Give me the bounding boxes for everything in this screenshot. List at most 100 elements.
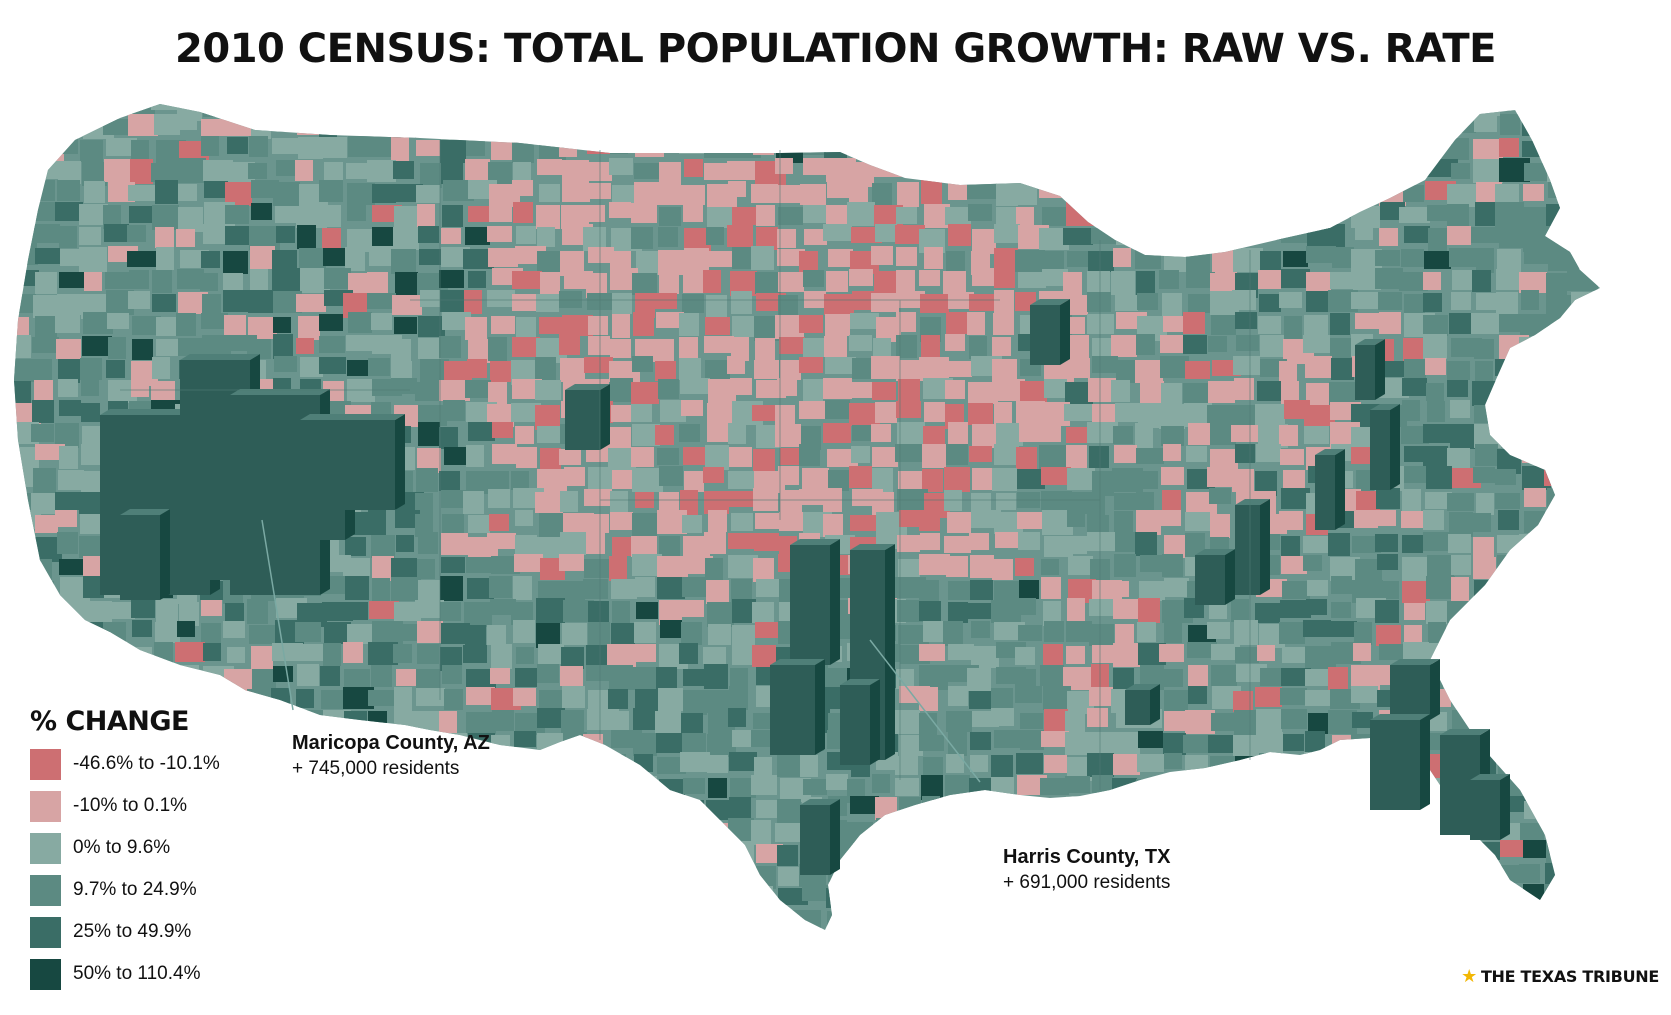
county-cell xyxy=(778,207,803,225)
county-cell xyxy=(1282,647,1311,663)
county-cell xyxy=(487,533,516,549)
county-cell xyxy=(107,602,135,619)
county-cell xyxy=(1185,863,1212,882)
county-cell xyxy=(272,268,302,292)
county-cell xyxy=(488,863,512,879)
county-cell xyxy=(1452,687,1471,704)
county-cell xyxy=(946,556,968,577)
county-cell xyxy=(1352,536,1381,553)
county-cell xyxy=(970,580,993,600)
county-cell xyxy=(875,797,897,820)
county-cell xyxy=(1375,534,1398,552)
county-cell xyxy=(1329,160,1354,180)
county-cell xyxy=(775,823,803,842)
county-cell xyxy=(897,845,924,870)
county-cell xyxy=(923,911,953,929)
county-cell xyxy=(996,104,1018,120)
county-cell xyxy=(704,336,734,353)
county-cell xyxy=(896,247,917,266)
county-cell xyxy=(1162,141,1193,166)
county-cell xyxy=(775,158,793,174)
county-cell xyxy=(1260,335,1284,357)
county-cell xyxy=(57,645,88,670)
county-cell xyxy=(1284,400,1310,419)
county-cell xyxy=(849,269,873,286)
county-cell xyxy=(1065,776,1090,793)
county-cell xyxy=(1136,141,1163,161)
county-cell xyxy=(440,290,464,312)
county-cell xyxy=(1570,158,1600,175)
county-cell xyxy=(179,690,208,706)
county-cell xyxy=(897,422,925,446)
county-cell xyxy=(14,642,30,664)
county-cell xyxy=(392,104,416,120)
county-cell xyxy=(970,755,988,772)
county-cell xyxy=(586,532,605,554)
county-cell xyxy=(751,184,778,203)
county-cell xyxy=(1113,203,1141,222)
county-cell xyxy=(924,822,949,840)
county-cell xyxy=(1111,335,1137,357)
county-cell xyxy=(707,602,734,627)
county-cell xyxy=(418,532,438,554)
county-cell xyxy=(944,911,964,930)
county-cell xyxy=(60,690,90,706)
county-cell xyxy=(1188,686,1207,704)
county-cell xyxy=(994,444,1019,465)
county-cell xyxy=(1234,620,1258,645)
county-cell xyxy=(1572,864,1596,885)
county-cell xyxy=(1164,930,1191,946)
county-cell xyxy=(223,104,252,118)
county-cell xyxy=(201,623,221,645)
county-cell xyxy=(201,600,222,616)
county-cell xyxy=(416,669,440,692)
county-cell xyxy=(1378,292,1402,310)
county-cell xyxy=(1570,317,1595,340)
county-cell xyxy=(827,932,845,952)
county-cell xyxy=(1376,488,1400,509)
county-cell xyxy=(635,104,662,117)
county-cell xyxy=(1476,646,1500,665)
county-cell xyxy=(1425,140,1452,162)
county-cell xyxy=(345,841,366,866)
county-cell xyxy=(803,338,828,357)
county-cell xyxy=(1567,755,1590,771)
county-cell xyxy=(1017,469,1045,489)
county-cell xyxy=(1282,933,1301,953)
county-cell xyxy=(584,357,613,373)
county-cell xyxy=(1234,776,1256,800)
legend-item-label: 9.7% to 24.9% xyxy=(73,879,197,900)
county-cell xyxy=(35,515,58,533)
county-cell xyxy=(466,669,496,690)
county-cell xyxy=(921,140,942,162)
county-cell xyxy=(251,646,273,669)
county-cell xyxy=(439,270,464,288)
county-cell xyxy=(154,642,173,663)
county-cell xyxy=(1044,800,1073,825)
county-cell xyxy=(463,249,494,269)
county-cell xyxy=(57,599,85,618)
county-cell xyxy=(944,801,969,817)
county-cell xyxy=(1497,400,1526,422)
county-cell xyxy=(1135,907,1163,925)
county-cell xyxy=(1067,251,1094,267)
county-cell xyxy=(705,887,729,908)
county-cell xyxy=(1211,820,1240,845)
county-cell xyxy=(227,647,245,663)
county-cell xyxy=(1351,292,1382,309)
county-cell xyxy=(440,140,466,163)
county-cell xyxy=(1136,492,1154,513)
county-cell xyxy=(1379,117,1409,141)
county-cell xyxy=(344,711,367,730)
county-cell xyxy=(948,841,968,859)
county-cell xyxy=(899,735,923,756)
county-cell xyxy=(727,161,756,180)
county-cell xyxy=(58,470,84,490)
county-cell xyxy=(512,865,530,888)
county-cell xyxy=(512,180,533,196)
county-cell xyxy=(1067,510,1085,527)
county-cell xyxy=(1305,115,1335,137)
county-cell xyxy=(1087,515,1109,534)
county-cell xyxy=(800,910,821,929)
